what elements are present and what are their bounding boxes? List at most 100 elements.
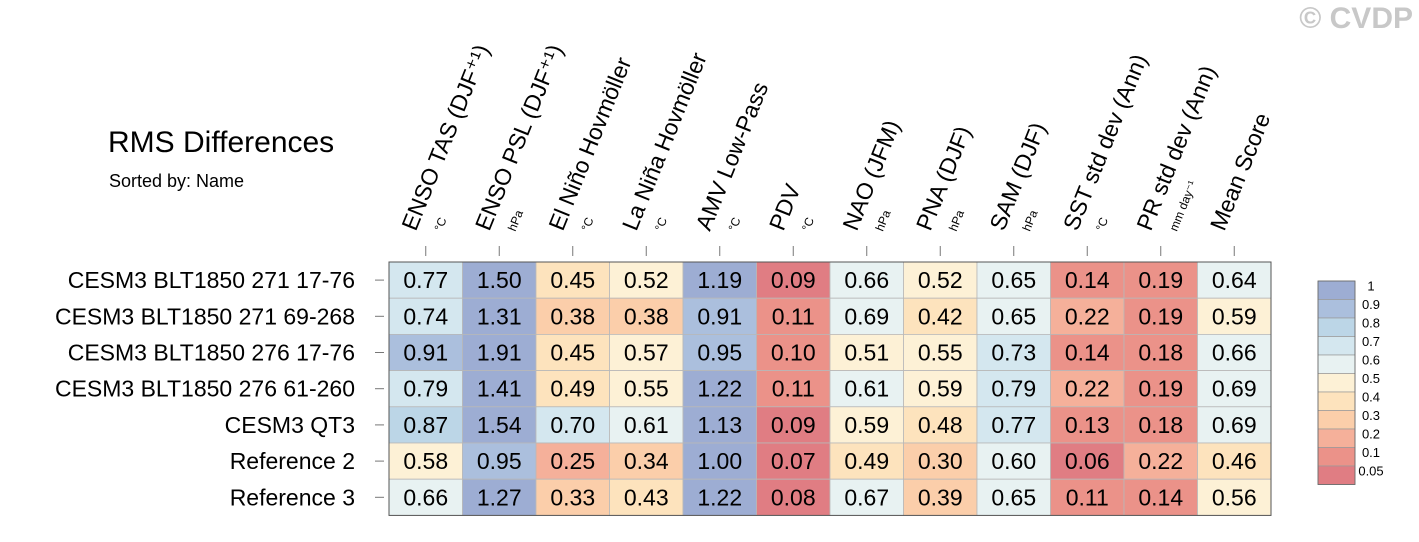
cell-value-label: 0.25 (550, 448, 595, 474)
colorbar-level-label: 0.5 (1362, 371, 1380, 386)
cell-value-label: 0.65 (991, 267, 1036, 293)
heatmap-cell (1197, 478, 1272, 516)
cell-value-label: 0.34 (624, 448, 669, 474)
cell-value-label: 0.11 (1066, 484, 1109, 510)
heatmap-cell (1050, 370, 1125, 408)
cell-value-label: 0.49 (844, 448, 889, 474)
heatmap-cell (976, 478, 1051, 516)
cell-value-label: 0.87 (403, 412, 448, 438)
cell-value-label: 0.69 (1212, 376, 1257, 402)
column-label: SAM (DJF) (984, 119, 1051, 234)
column-unit-label: hPa (1020, 208, 1041, 233)
cell-value-label: 0.55 (624, 376, 669, 402)
heatmap-cell (976, 333, 1051, 371)
cell-value-label: 0.59 (1212, 303, 1257, 329)
colorbar-swatch (1317, 391, 1356, 411)
cell-value-label: 0.52 (624, 267, 669, 293)
cell-value-label: 0.61 (844, 376, 889, 402)
heatmap-border (388, 261, 1272, 516)
heatmap-cell (535, 370, 610, 408)
cell-value-label: 0.09 (771, 267, 816, 293)
column-unit-label: °C (579, 215, 597, 233)
colorbar-swatch (1317, 373, 1356, 393)
heatmap-cell (388, 442, 463, 480)
column-unit-label: hPa (873, 208, 894, 233)
cell-value-label: 0.10 (771, 340, 816, 366)
column-label: AMV Low-Pass (690, 78, 773, 234)
heatmap-cell (829, 442, 904, 480)
heatmap-cell (682, 478, 757, 516)
cell-value-label: 0.69 (844, 303, 889, 329)
cell-value-label: 0.69 (1212, 412, 1257, 438)
heatmap-cell (388, 333, 463, 371)
cell-value-label: 0.18 (1138, 412, 1183, 438)
column-label: Mean Score (1205, 109, 1276, 234)
cell-value-label: 1.22 (697, 484, 742, 510)
row-label: CESM3 BLT1850 271 17-76 (68, 267, 355, 293)
cell-value-label: 0.67 (844, 484, 889, 510)
column-unit-label: °C (799, 215, 817, 233)
heatmap-cell (1197, 333, 1272, 371)
heatmap-cell (682, 442, 757, 480)
colorbar-level-label: 0.7 (1362, 334, 1380, 349)
cell-value-label: 0.07 (771, 448, 816, 474)
cell-value-label: 0.39 (918, 484, 963, 510)
heatmap-cell (1123, 406, 1198, 444)
column-unit-label: °C (432, 215, 450, 233)
cell-value-label: 0.22 (1065, 376, 1110, 402)
heatmap-cell (756, 442, 831, 480)
cell-value-label: 0.70 (550, 412, 595, 438)
cell-value-label: 0.13 (1065, 412, 1110, 438)
column-unit-label: °C (652, 215, 670, 233)
heatmap-cell (829, 370, 904, 408)
heatmap-cell (388, 297, 463, 335)
heatmap-cell (756, 478, 831, 516)
row-label: CESM3 BLT1850 276 17-76 (68, 340, 355, 366)
cell-value-label: 0.58 (403, 448, 448, 474)
colorbar-swatch (1317, 428, 1356, 448)
heatmap-cell (609, 442, 684, 480)
cell-value-label: 0.45 (550, 267, 595, 293)
cell-value-label: 0.95 (477, 448, 522, 474)
heatmap-cell (1197, 406, 1272, 444)
cell-value-label: 0.09 (771, 412, 816, 438)
column-unit-label: °C (726, 215, 744, 233)
row-label: CESM3 BLT1850 271 69-268 (55, 303, 355, 329)
heatmap-cell (1050, 442, 1125, 480)
heatmap-cell (756, 406, 831, 444)
heatmap-cell (682, 370, 757, 408)
colorbar-swatch (1317, 410, 1356, 430)
cell-value-label: 0.19 (1138, 376, 1183, 402)
cell-value-label: 0.55 (918, 340, 963, 366)
heatmap-cell (1123, 370, 1198, 408)
row-label: CESM3 BLT1850 276 61-260 (55, 376, 355, 402)
cell-value-label: 0.22 (1138, 448, 1183, 474)
heatmap-cell (1123, 478, 1198, 516)
cell-value-label: 0.77 (991, 412, 1036, 438)
heatmap-cell (756, 370, 831, 408)
cell-value-label: 0.91 (403, 340, 448, 366)
colorbar-level-label: 0.4 (1362, 390, 1380, 405)
cell-value-label: 1.27 (477, 484, 522, 510)
colorbar-level-label: 0.6 (1362, 353, 1380, 368)
column-unit-label: hPa (505, 208, 526, 233)
cell-value-label: 0.18 (1138, 340, 1183, 366)
cell-value-label: 0.06 (1065, 448, 1110, 474)
cell-value-label: 0.59 (918, 376, 963, 402)
heatmap-cell (1050, 406, 1125, 444)
colorbar-swatch (1317, 280, 1356, 300)
cell-value-label: 0.64 (1212, 267, 1257, 293)
colorbar-level-label: 0.9 (1362, 297, 1380, 312)
column-label: El Niño Hovmöller (543, 53, 636, 234)
heatmap-cell (1123, 442, 1198, 480)
heatmap-cell (1050, 478, 1125, 516)
row-label: CESM3 QT3 (225, 412, 355, 438)
colorbar-swatch (1317, 354, 1356, 374)
cell-value-label: 0.42 (918, 303, 963, 329)
cell-value-label: 0.14 (1138, 484, 1183, 510)
cell-value-label: 0.08 (771, 484, 816, 510)
heatmap-cell (903, 406, 978, 444)
cell-value-label: 0.79 (991, 376, 1036, 402)
cell-value-label: 0.49 (550, 376, 595, 402)
